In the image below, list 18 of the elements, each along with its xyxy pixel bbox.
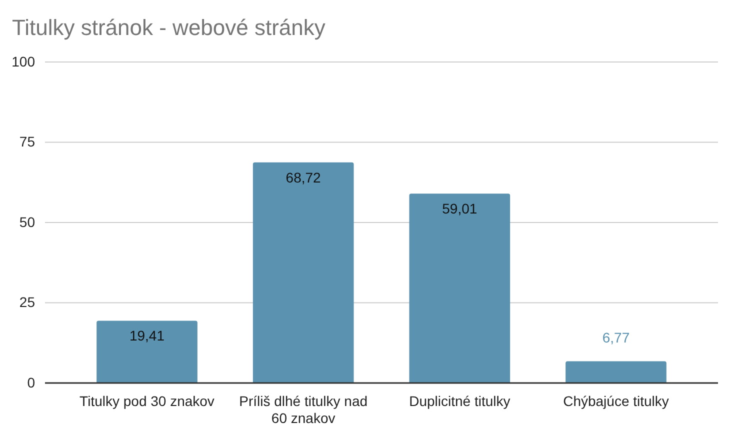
y-tick-label: 25 xyxy=(19,294,36,310)
y-tick-label: 0 xyxy=(27,374,36,390)
data-label: 68,72 xyxy=(286,169,322,186)
y-tick-label: 100 xyxy=(12,53,36,70)
y-tick-label: 75 xyxy=(19,134,36,150)
x-tick-label: Titulky pod 30 znakov xyxy=(80,393,214,409)
bar xyxy=(566,361,666,383)
y-tick-label: 50 xyxy=(19,214,36,230)
bar xyxy=(252,162,354,383)
data-label: 6,77 xyxy=(602,329,630,346)
x-tick-label: Duplicitné titulky xyxy=(409,393,510,409)
bar xyxy=(96,320,198,383)
data-label: 59,01 xyxy=(442,200,478,217)
x-tick-label: Príliš dlhé titulky nad 60 znakov xyxy=(239,393,368,426)
data-label: 19,41 xyxy=(129,328,165,344)
bar xyxy=(409,194,510,383)
x-tick-label: Chýbajúce titulky xyxy=(563,393,669,409)
chart-title: Titulky stránok - webové stránky xyxy=(12,15,326,40)
